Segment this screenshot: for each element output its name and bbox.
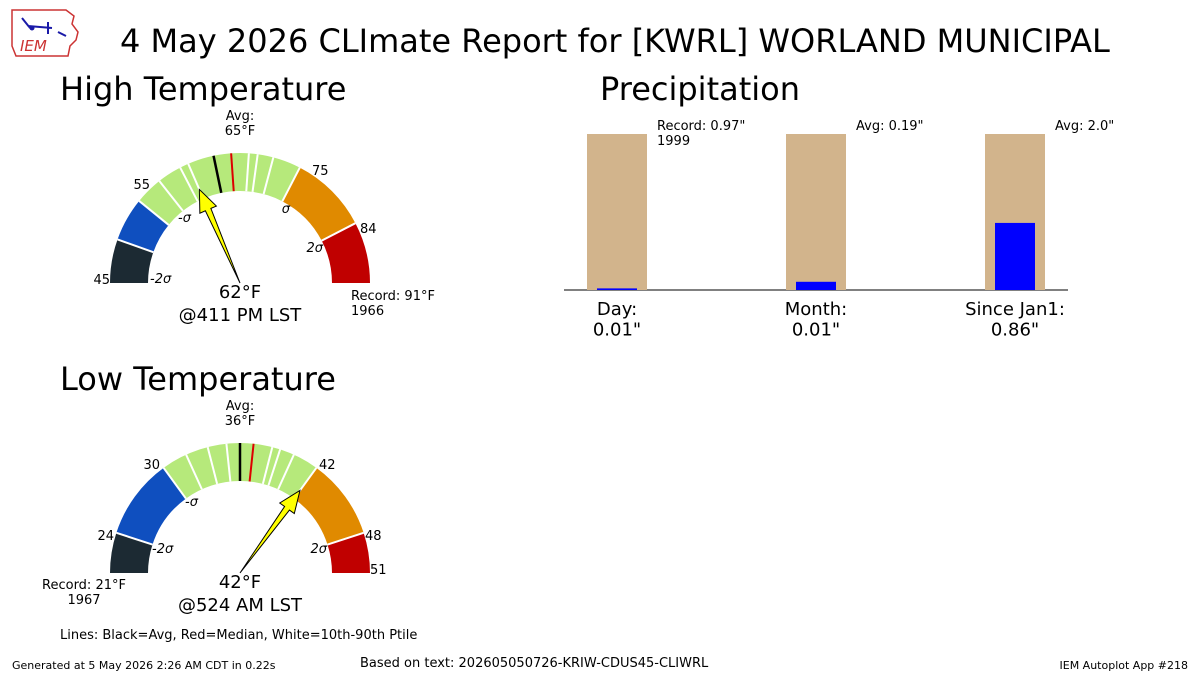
p10-line	[225, 443, 232, 482]
observed-needle	[239, 489, 301, 574]
band-separator	[117, 238, 154, 254]
sigma-label: -2σ	[150, 272, 172, 287]
tick-label: 55	[133, 178, 150, 193]
decile-line	[245, 153, 250, 192]
band-above-plus2sigma	[327, 532, 370, 573]
tick-label: 84	[360, 222, 377, 237]
high-temperature-gauge: Avg: 65°F 45 55 75 84 -2σ -σ σ 2σ 62°F@411 PM LST R…	[93, 110, 435, 326]
precip-title: Precipitation	[600, 70, 801, 108]
decile-line	[158, 180, 184, 212]
category-label: Day: 0.01"	[593, 299, 641, 341]
sigma-label: -σ	[178, 211, 192, 226]
sigma-label: 2σ	[310, 542, 327, 557]
observed-value: 62°F	[219, 282, 261, 303]
band-separator	[138, 200, 170, 226]
generated-footer: Generated at 5 May 2026 2:26 AM CDT in 0…	[12, 659, 276, 672]
category-label: Since Jan1: 0.86"	[965, 299, 1065, 341]
band-separator	[281, 167, 301, 202]
band-minus2-to-minus1-sigma	[116, 467, 186, 545]
sigma-label: -σ	[185, 495, 199, 510]
band-separator	[321, 222, 356, 242]
observed-bar	[995, 222, 1035, 290]
p90-line	[267, 449, 282, 486]
median-line	[230, 153, 235, 192]
legend-note: Lines: Black=Avg, Red=Median, White=10th…	[60, 628, 418, 643]
decile-line	[277, 454, 295, 490]
band-below-minus2sigma	[110, 239, 154, 283]
avg-line	[212, 155, 223, 194]
band-below-minus2sigma	[110, 532, 153, 573]
band-separator	[162, 467, 187, 500]
tick-label: 75	[312, 164, 329, 179]
category-label: Month: 0.01"	[785, 299, 847, 341]
reference-label: Avg: 2.0"	[1055, 119, 1114, 134]
app-footer: IEM Autoplot App #218	[1059, 659, 1189, 672]
reference-label: Avg: 0.19"	[856, 119, 924, 134]
tick-label: 30	[143, 458, 160, 473]
observed-time: @411 PM LST	[179, 305, 303, 326]
reference-label: Record: 0.97" 1999	[657, 119, 745, 149]
logo-text: IEM	[20, 37, 47, 55]
tick-label: 42	[319, 458, 336, 473]
tick-label: 48	[365, 529, 382, 544]
tick-label: 24	[97, 529, 114, 544]
record-label: Record: 91°F 1966	[351, 289, 435, 319]
band-above-plus2sigma	[321, 223, 370, 283]
observed-bar	[796, 281, 836, 290]
decile-line	[261, 446, 274, 485]
observed-time: @524 AM LST	[178, 595, 303, 616]
band-plus1-to-plus2-sigma	[294, 467, 364, 545]
tick-label: 45	[93, 273, 110, 288]
decile-line	[185, 454, 203, 490]
median-line	[248, 443, 255, 482]
sigma-label: σ	[282, 202, 291, 217]
observed-value: 42°F	[219, 572, 261, 593]
iem-logo: IEM	[11, 9, 79, 57]
decile-line	[179, 167, 199, 202]
source-footer: Based on text: 202605050726-KRIW-CDUS45-…	[360, 656, 709, 671]
reference-bar	[786, 134, 846, 290]
precipitation-chart: Record: 0.97" 1999 Day: 0.01" Avg: 0.19" Mont…	[564, 119, 1114, 341]
decile-line	[206, 446, 219, 485]
avg-label: Avg: 65°F	[225, 110, 256, 139]
decile-line	[262, 157, 275, 195]
band-separator	[327, 531, 364, 546]
band-plus1-to-plus2-sigma	[282, 167, 356, 241]
observed-bar	[597, 288, 637, 290]
record-label: Record: 21°F 1967	[42, 578, 126, 608]
page-title: 4 May 2026 CLImate Report for [KWRL] WOR…	[120, 22, 1110, 60]
sigma-label: 2σ	[306, 241, 323, 256]
observed-needle	[198, 188, 241, 284]
high-temp-title: High Temperature	[60, 70, 347, 108]
p90-line	[251, 154, 259, 192]
tick-label: 51	[370, 563, 387, 578]
reference-bar	[587, 134, 647, 290]
avg-label: Avg: 36°F	[225, 400, 256, 429]
sigma-label: -2σ	[152, 542, 174, 557]
band-minus2-to-minus1-sigma	[117, 200, 169, 253]
band-separator	[116, 531, 153, 546]
low-temp-title: Low Temperature	[60, 360, 336, 398]
